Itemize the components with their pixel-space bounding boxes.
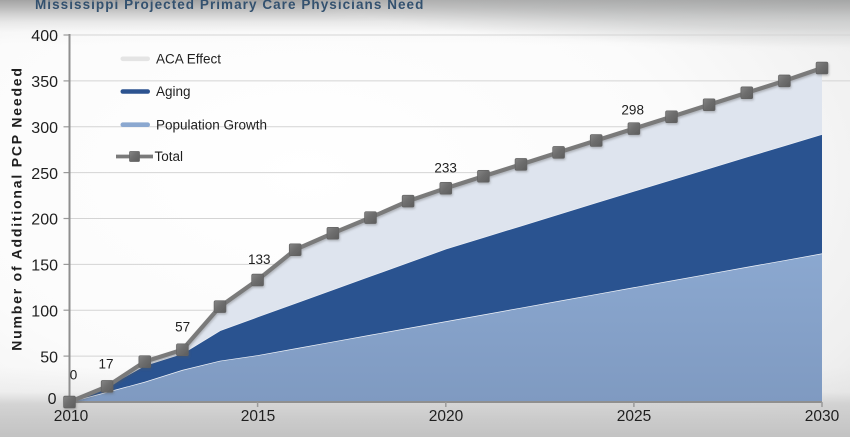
svg-text:Number of Additional PCP Neede: Number of Additional PCP Needed — [9, 66, 25, 351]
svg-text:200: 200 — [31, 212, 58, 229]
svg-text:298: 298 — [621, 103, 644, 118]
svg-text:300: 300 — [31, 120, 58, 137]
svg-text:400: 400 — [31, 28, 58, 45]
svg-text:57: 57 — [175, 320, 190, 335]
svg-text:Aging: Aging — [156, 84, 191, 99]
svg-text:Total: Total — [155, 149, 184, 164]
svg-text:150: 150 — [31, 258, 58, 275]
svg-text:Population Growth: Population Growth — [156, 117, 267, 132]
svg-text:100: 100 — [31, 303, 58, 320]
svg-text:0: 0 — [70, 367, 78, 382]
svg-text:2025: 2025 — [617, 408, 651, 425]
svg-text:233: 233 — [434, 161, 457, 176]
svg-text:17: 17 — [98, 357, 113, 372]
svg-text:2020: 2020 — [429, 408, 464, 425]
svg-text:250: 250 — [31, 166, 58, 183]
svg-text:350: 350 — [31, 74, 58, 91]
svg-text:2030: 2030 — [805, 408, 840, 425]
svg-text:50: 50 — [40, 349, 58, 366]
svg-text:0: 0 — [48, 391, 57, 408]
svg-text:133: 133 — [248, 252, 271, 267]
svg-text:2010: 2010 — [54, 408, 89, 425]
svg-text:2015: 2015 — [241, 408, 275, 425]
svg-text:ACA Effect: ACA Effect — [156, 51, 221, 66]
